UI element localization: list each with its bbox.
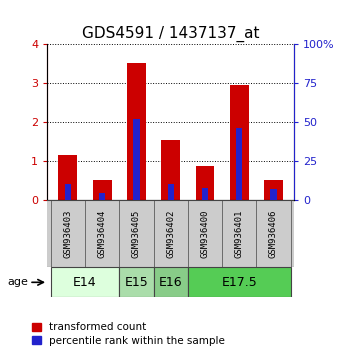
Bar <box>264 180 283 200</box>
Text: GSM936400: GSM936400 <box>200 210 210 258</box>
Bar <box>58 155 77 200</box>
Text: GSM936406: GSM936406 <box>269 210 278 258</box>
Bar <box>202 188 208 200</box>
Bar <box>230 85 249 200</box>
Text: GSM936401: GSM936401 <box>235 210 244 258</box>
Bar <box>65 184 71 200</box>
Bar <box>236 129 242 200</box>
Text: GSM936404: GSM936404 <box>98 210 107 258</box>
Text: E17.5: E17.5 <box>221 276 257 289</box>
Text: E14: E14 <box>73 276 97 289</box>
Bar <box>153 267 188 297</box>
Bar <box>99 193 105 200</box>
Bar <box>51 267 119 297</box>
Bar <box>168 184 174 200</box>
Text: GSM936403: GSM936403 <box>64 210 72 258</box>
Text: E16: E16 <box>159 276 183 289</box>
Legend: transformed count, percentile rank within the sample: transformed count, percentile rank withi… <box>32 322 225 346</box>
Bar <box>161 139 180 200</box>
Bar <box>270 189 276 200</box>
Text: GSM936402: GSM936402 <box>166 210 175 258</box>
Title: GDS4591 / 1437137_at: GDS4591 / 1437137_at <box>82 25 260 41</box>
Bar <box>119 267 153 297</box>
Text: GSM936405: GSM936405 <box>132 210 141 258</box>
Text: E15: E15 <box>124 276 148 289</box>
Bar <box>196 166 214 200</box>
Bar <box>93 180 112 200</box>
Bar <box>133 119 140 200</box>
Text: age: age <box>7 277 28 287</box>
Bar <box>188 267 291 297</box>
Bar <box>127 63 146 200</box>
